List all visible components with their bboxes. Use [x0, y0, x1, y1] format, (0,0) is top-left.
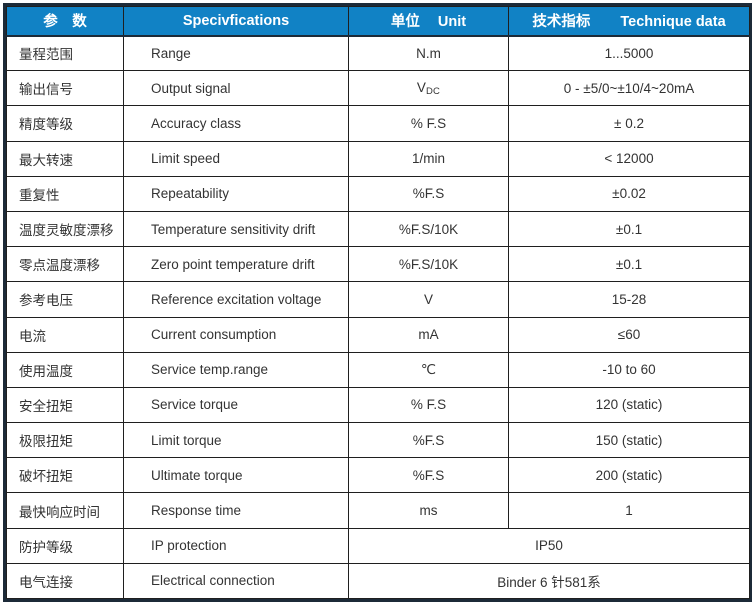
- spec-cell: Zero point temperature drift: [123, 246, 349, 283]
- unit-cell: N.m: [348, 34, 509, 72]
- param-cell: 安全扭矩: [6, 386, 124, 424]
- table-row-output-signal: 输出信号 Output signal VDC 0 - ±5/0~±10/4~20…: [6, 70, 750, 107]
- spec-cell: Output signal: [123, 70, 349, 107]
- spec-cell: Reference excitation voltage: [123, 281, 349, 318]
- param-cell: 参考电压: [6, 281, 124, 318]
- param-cell: 电流: [6, 316, 124, 353]
- value-cell: ± 0.2: [508, 105, 750, 142]
- unit-cell: mA: [348, 316, 509, 353]
- header-spec: Specivfications: [123, 6, 349, 37]
- header-spec-en: Specivfications: [182, 12, 290, 29]
- unit-cell: %F.S/10K: [348, 246, 509, 283]
- param-cell: 重复性: [6, 175, 124, 212]
- spec-cell: Current consumption: [123, 316, 349, 353]
- unit-cell: VDC: [348, 70, 509, 107]
- param-cell: 防护等级: [6, 527, 124, 564]
- table-row-temp-sensitivity-drift: 温度灵敏度漂移 Temperature sensitivity drift %F…: [6, 210, 750, 248]
- value-cell-span: Binder 6 针581系: [348, 562, 750, 600]
- spec-cell: IP protection: [123, 527, 349, 564]
- value-cell: < 12000: [508, 140, 750, 177]
- table-row-ultimate-torque: 破坏扭矩 Ultimate torque %F.S 200 (static): [6, 457, 750, 494]
- header-tech: 技术指标 Technique data: [508, 6, 750, 37]
- table-row-accuracy-class: 精度等级 Accuracy class % F.S ± 0.2: [6, 105, 750, 142]
- table-row-electrical-connection: 电气连接 Electrical connection Binder 6 针581…: [6, 562, 750, 600]
- unit-cell: ℃: [348, 351, 509, 388]
- value-cell: 1...5000: [508, 34, 750, 72]
- header-unit-en: Unit: [437, 14, 467, 31]
- param-cell: 极限扭矩: [6, 422, 124, 459]
- param-cell: 电气连接: [6, 562, 124, 600]
- unit-subscript: DC: [425, 85, 441, 97]
- unit-cell: %F.S: [348, 422, 509, 459]
- unit-cell: % F.S: [348, 386, 509, 424]
- header-tech-zh: 技术指标: [532, 14, 591, 31]
- unit-main: V: [416, 79, 426, 95]
- header-tech-en: Technique data: [620, 14, 726, 31]
- value-cell: ±0.1: [508, 246, 750, 283]
- spec-cell: Range: [123, 34, 349, 72]
- param-cell: 最大转速: [6, 140, 124, 177]
- specifications-table: 参 数 Specivfications 单位 Unit 技术指标 Technique…: [6, 6, 750, 600]
- value-cell: 150 (static): [508, 422, 750, 459]
- value-cell: ≤60: [508, 316, 750, 353]
- spec-cell: Temperature sensitivity drift: [123, 210, 349, 248]
- param-cell: 量程范围: [6, 34, 124, 72]
- header-param-zh: 参 数: [43, 14, 87, 31]
- spec-cell: Service temp.range: [123, 351, 349, 388]
- spec-cell: Accuracy class: [123, 105, 349, 142]
- table-row-response-time: 最快响应时间 Response time ms 1: [6, 492, 750, 529]
- spec-cell: Service torque: [123, 386, 349, 424]
- param-cell: 温度灵敏度漂移: [6, 210, 124, 248]
- table-row-reference-voltage: 参考电压 Reference excitation voltage V 15-2…: [6, 281, 750, 318]
- param-cell: 使用温度: [6, 351, 124, 388]
- value-cell: -10 to 60: [508, 351, 750, 388]
- spec-table-frame: 参 数 Specivfications 单位 Unit 技术指标 Technique…: [3, 3, 752, 602]
- spec-cell: Electrical connection: [123, 562, 349, 600]
- param-cell: 精度等级: [6, 105, 124, 142]
- table-row-limit-speed: 最大转速 Limit speed 1/min < 12000: [6, 140, 750, 177]
- unit-cell: % F.S: [348, 105, 509, 142]
- value-cell-span: IP50: [348, 527, 750, 564]
- unit-cell: %F.S: [348, 175, 509, 212]
- param-cell: 破坏扭矩: [6, 457, 124, 494]
- unit-cell: 1/min: [348, 140, 509, 177]
- value-cell: 1: [508, 492, 750, 529]
- table-row-zero-point-temp-drift: 零点温度漂移 Zero point temperature drift %F.S…: [6, 246, 750, 283]
- spec-cell: Response time: [123, 492, 349, 529]
- value-cell: 0 - ±5/0~±10/4~20mA: [508, 70, 750, 107]
- header-param: 参 数: [6, 6, 124, 37]
- unit-cell: %F.S: [348, 457, 509, 494]
- spec-cell: Limit speed: [123, 140, 349, 177]
- table-row-repeatability: 重复性 Repeatability %F.S ±0.02: [6, 175, 750, 212]
- spec-cell: Repeatability: [123, 175, 349, 212]
- table-row-ip-protection: 防护等级 IP protection IP50: [6, 527, 750, 564]
- table-row-range: 量程范围 Range N.m 1...5000: [6, 34, 750, 72]
- param-cell: 零点温度漂移: [6, 246, 124, 283]
- value-cell: ±0.1: [508, 210, 750, 248]
- table-row-current-consumption: 电流 Current consumption mA ≤60: [6, 316, 750, 353]
- table-row-service-temp-range: 使用温度 Service temp.range ℃ -10 to 60: [6, 351, 750, 388]
- header-unit-zh: 单位: [390, 14, 420, 31]
- header-unit: 单位 Unit: [348, 6, 509, 37]
- spec-cell: Ultimate torque: [123, 457, 349, 494]
- value-cell: 120 (static): [508, 386, 750, 424]
- unit-cell: %F.S/10K: [348, 210, 509, 248]
- table-row-service-torque: 安全扭矩 Service torque % F.S 120 (static): [6, 386, 750, 424]
- param-cell: 最快响应时间: [6, 492, 124, 529]
- unit-cell: V: [348, 281, 509, 318]
- param-cell: 输出信号: [6, 70, 124, 107]
- table-row-limit-torque: 极限扭矩 Limit torque %F.S 150 (static): [6, 422, 750, 459]
- spec-cell: Limit torque: [123, 422, 349, 459]
- value-cell: 200 (static): [508, 457, 750, 494]
- value-cell: 15-28: [508, 281, 750, 318]
- value-cell: ±0.02: [508, 175, 750, 212]
- unit-cell: ms: [348, 492, 509, 529]
- header-row: 参 数 Specivfications 单位 Unit 技术指标 Technique…: [6, 6, 750, 37]
